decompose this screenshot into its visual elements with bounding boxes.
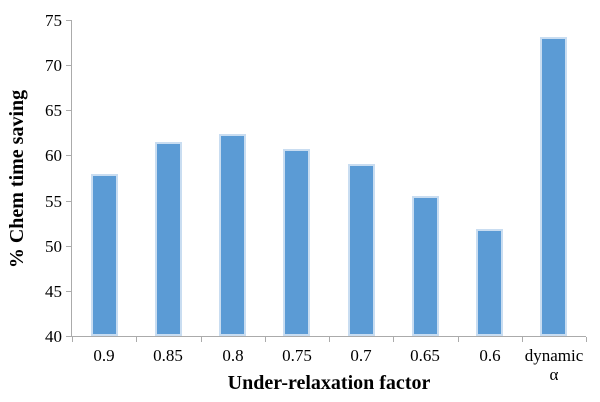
y-tick-mark bbox=[66, 336, 72, 337]
x-tick-label: 0.8 bbox=[201, 346, 265, 365]
y-tick-mark bbox=[66, 20, 72, 21]
x-tick-label: 0.75 bbox=[265, 346, 329, 365]
x-tick-mark bbox=[72, 337, 73, 342]
x-tick-mark bbox=[393, 337, 394, 342]
x-tick-mark bbox=[522, 337, 523, 342]
x-tick-mark bbox=[136, 337, 137, 342]
y-tick-label: 60 bbox=[45, 146, 62, 165]
y-tick-mark bbox=[66, 291, 72, 292]
bar-0.9 bbox=[91, 174, 118, 336]
y-axis-line bbox=[71, 20, 72, 336]
y-tick-label: 40 bbox=[45, 327, 62, 346]
bar-0.6 bbox=[476, 229, 503, 336]
x-tick-mark bbox=[265, 337, 266, 342]
x-tick-label: 0.7 bbox=[329, 346, 393, 365]
x-tick-label-line: 0.65 bbox=[410, 346, 440, 365]
x-tick-label-line: 0.7 bbox=[350, 346, 372, 365]
x-tick-label-line: 0.9 bbox=[93, 346, 115, 365]
x-tick-mark bbox=[458, 337, 459, 342]
bar-0.65 bbox=[412, 196, 439, 336]
y-tick-mark bbox=[66, 65, 72, 66]
y-tick-mark bbox=[66, 201, 72, 202]
x-tick-label-line: 0.85 bbox=[153, 346, 183, 365]
bar-0.8 bbox=[219, 134, 246, 336]
x-axis-line bbox=[71, 336, 586, 337]
x-tick-label: 0.6 bbox=[458, 346, 522, 365]
y-tick-label: 75 bbox=[45, 11, 62, 30]
x-tick-label-line: α bbox=[549, 365, 559, 384]
y-tick-mark bbox=[66, 155, 72, 156]
bar-0.75 bbox=[283, 149, 310, 336]
y-tick-label: 70 bbox=[45, 56, 62, 75]
y-tick-label: 50 bbox=[45, 237, 62, 256]
y-tick-mark bbox=[66, 246, 72, 247]
x-tick-label-line: dynamic bbox=[524, 346, 584, 365]
x-axis-title: Under-relaxation factor bbox=[227, 372, 431, 394]
x-tick-mark bbox=[201, 337, 202, 342]
y-tick-label: 65 bbox=[45, 101, 62, 120]
y-tick-label: 55 bbox=[45, 192, 62, 211]
bar-0.7 bbox=[348, 164, 375, 336]
x-tick-label: 0.65 bbox=[393, 346, 457, 365]
bar-0.85 bbox=[155, 142, 182, 336]
x-tick-label: 0.9 bbox=[72, 346, 136, 365]
x-tick-label-line: 0.8 bbox=[222, 346, 244, 365]
y-tick-mark bbox=[66, 110, 72, 111]
bar-dynamic bbox=[540, 37, 567, 336]
x-tick-mark bbox=[586, 337, 587, 342]
x-tick-label-line: 0.6 bbox=[479, 346, 501, 365]
x-tick-label: 0.85 bbox=[136, 346, 200, 365]
x-tick-mark bbox=[329, 337, 330, 342]
x-tick-label: dynamic α bbox=[522, 346, 586, 384]
x-tick-label-line: 0.75 bbox=[282, 346, 312, 365]
y-tick-label: 45 bbox=[45, 282, 62, 301]
